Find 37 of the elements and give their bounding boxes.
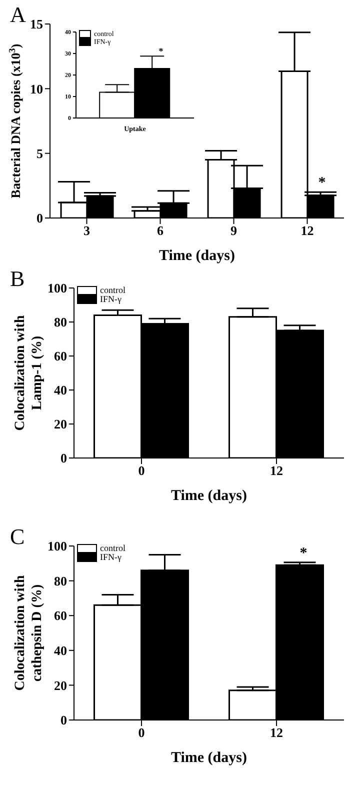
y-tick-label: 80 bbox=[54, 573, 67, 588]
legend-label: control bbox=[100, 543, 126, 553]
y-axis-title: Colocalization with cathepsin D (%) bbox=[13, 575, 45, 691]
y-tick-label: 0 bbox=[36, 210, 43, 226]
x-axis-title: Time (days) bbox=[171, 750, 247, 766]
y-tick-label: 80 bbox=[54, 314, 67, 330]
chart-title: A bbox=[10, 2, 26, 28]
y-tick-label: 60 bbox=[54, 608, 67, 624]
x-tick-label: 12 bbox=[300, 223, 314, 238]
y-tick-label: 100 bbox=[48, 538, 67, 554]
x-axis-title: Time (days) bbox=[159, 248, 235, 264]
y-tick-label: 20 bbox=[54, 416, 67, 432]
annotation: * bbox=[158, 46, 164, 56]
y-tick-label: 20 bbox=[54, 678, 67, 693]
x-axis-title: Time (days) bbox=[171, 488, 247, 504]
x-tick-label: 12 bbox=[270, 463, 283, 478]
y-axis-title: Colocalization with Lamp-1 (%) bbox=[13, 315, 45, 431]
x-tick-label: 6 bbox=[157, 223, 164, 238]
y-tick-label: 100 bbox=[48, 280, 67, 296]
y-tick-label: 0 bbox=[60, 450, 67, 466]
y-tick-label: 40 bbox=[54, 382, 67, 398]
x-tick-label: 3 bbox=[84, 223, 90, 238]
legend-label: IFN-γ bbox=[100, 552, 122, 562]
x-tick-label: 9 bbox=[230, 223, 238, 238]
y-tick-label: 0 bbox=[60, 712, 67, 728]
annotation: * bbox=[318, 175, 326, 192]
y-tick-label: 10 bbox=[30, 81, 43, 96]
annotation: * bbox=[300, 545, 308, 562]
y-tick-label: 15 bbox=[30, 16, 44, 32]
chart-title: C bbox=[10, 524, 25, 550]
x-tick-label: 12 bbox=[270, 725, 283, 740]
y-tick-label: 60 bbox=[54, 348, 67, 364]
chart-title: B bbox=[10, 266, 25, 292]
legend-label: IFN-γ bbox=[100, 294, 122, 304]
y-tick-label: 5 bbox=[36, 146, 44, 161]
legend-label: control bbox=[100, 285, 126, 295]
y-tick-label: 40 bbox=[54, 643, 67, 658]
